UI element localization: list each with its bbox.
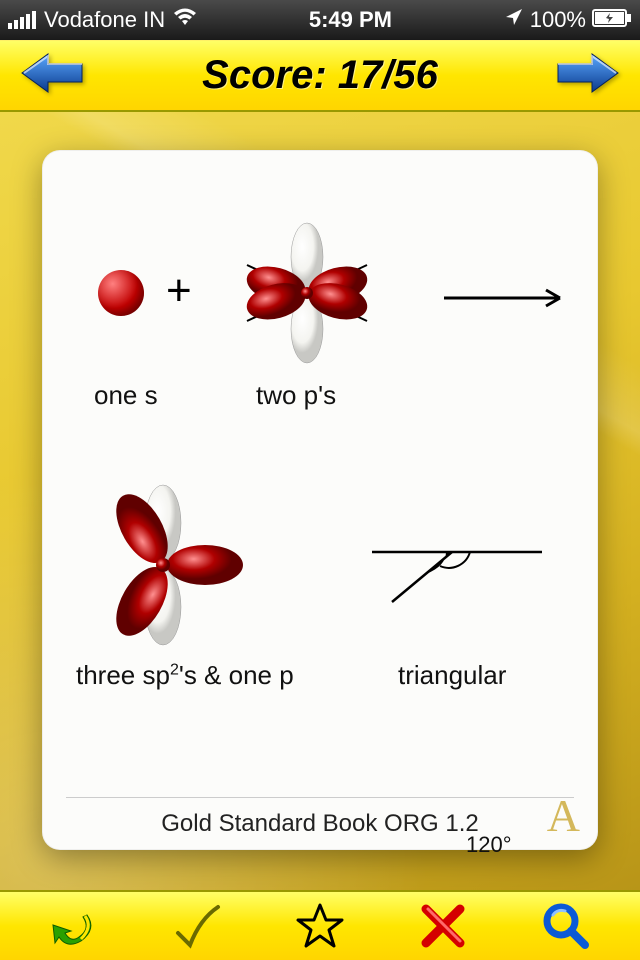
source-label: Gold Standard Book ORG 1.2 bbox=[161, 810, 479, 837]
s-orbital-icon bbox=[98, 270, 144, 316]
next-button[interactable] bbox=[552, 48, 622, 103]
plus-sign: + bbox=[166, 266, 192, 316]
score-prefix: Score: bbox=[202, 53, 338, 97]
wrong-button[interactable] bbox=[415, 898, 471, 954]
sp2-orbitals-icon bbox=[78, 480, 248, 650]
wifi-icon bbox=[173, 8, 197, 32]
label-sp2: three sp2's & one p bbox=[76, 660, 294, 691]
flashcard: + bbox=[42, 150, 598, 850]
favorite-button[interactable] bbox=[292, 898, 348, 954]
undo-button[interactable] bbox=[46, 898, 102, 954]
score-display: Score: 17/56 bbox=[202, 53, 438, 98]
card-footer: Gold Standard Book ORG 1.2 A bbox=[66, 797, 574, 838]
battery-icon bbox=[592, 7, 632, 33]
reaction-arrow-icon bbox=[442, 286, 572, 310]
angle-diagram-icon bbox=[362, 518, 552, 618]
prev-button[interactable] bbox=[18, 48, 88, 103]
search-button[interactable] bbox=[538, 898, 594, 954]
label-triangular: triangular bbox=[398, 660, 506, 691]
correct-button[interactable] bbox=[169, 898, 225, 954]
score-value: 17/56 bbox=[338, 53, 438, 97]
card-side-indicator: A bbox=[547, 789, 580, 842]
bottom-toolbar bbox=[0, 890, 640, 960]
label-two-p: two p's bbox=[256, 380, 336, 411]
label-one-s: one s bbox=[94, 380, 158, 411]
header: Score: 17/56 bbox=[0, 40, 640, 112]
signal-icon bbox=[8, 11, 36, 29]
content-area: + bbox=[0, 112, 640, 890]
status-bar: Vodafone IN 5:49 PM 100% bbox=[0, 0, 640, 40]
carrier-label: Vodafone IN bbox=[44, 7, 165, 33]
location-icon bbox=[504, 7, 524, 33]
battery-pct: 100% bbox=[530, 7, 586, 33]
clock: 5:49 PM bbox=[197, 7, 504, 33]
p-orbitals-icon bbox=[232, 218, 382, 368]
